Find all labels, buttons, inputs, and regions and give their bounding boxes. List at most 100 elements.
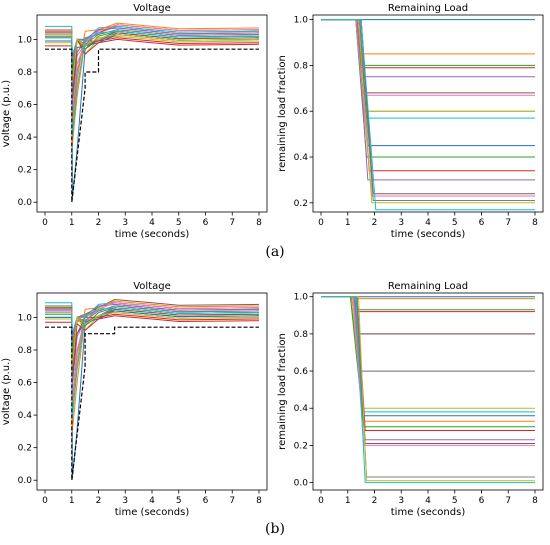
x-tick-label: 1	[69, 496, 75, 506]
y-tick-label: 1.0	[18, 35, 33, 45]
y-axis-label: voltage (p.u.)	[1, 358, 12, 425]
y-tick-label: 0.0	[18, 198, 33, 208]
x-axis-label: time (seconds)	[115, 507, 190, 518]
threshold-line	[45, 48, 259, 203]
x-tick-label: 2	[96, 218, 102, 228]
chart-panel-0: 0 1 2 3 4 5 6 7 8 0.0 0.2 0.4 0.6 0.8 1.0 Voltage time (…	[1, 3, 268, 240]
y-tick-label: 0.8	[294, 61, 309, 71]
x-axis-label: time (seconds)	[115, 229, 190, 240]
chart-panel-3: 0 1 2 3 4 5 6 7 8 0.0 0.2 0.4 0.6 0.8 1.0 Remaining Loa…	[277, 281, 544, 518]
x-tick-label: 1	[345, 496, 351, 506]
x-tick-label: 2	[372, 218, 378, 228]
y-tick-label: 0.4	[294, 153, 309, 163]
series-group	[45, 22, 260, 203]
load-series-line	[321, 19, 535, 55]
x-tick-label: 7	[229, 218, 235, 228]
x-tick-label: 6	[479, 496, 485, 506]
y-tick-label: 0.8	[294, 330, 309, 340]
load-series-line	[321, 19, 535, 158]
x-tick-label: 6	[479, 218, 485, 228]
y-tick-label: 0.4	[18, 133, 33, 143]
chart-title: Remaining Load	[388, 281, 468, 292]
chart-title: Voltage	[133, 3, 171, 14]
y-axis-label: remaining load fraction	[277, 333, 288, 450]
series-group	[45, 298, 260, 481]
y-tick-label: 0.2	[18, 166, 32, 176]
x-tick-label: 3	[122, 218, 128, 228]
y-tick-label: 0.6	[294, 367, 309, 377]
x-tick-label: 5	[176, 496, 182, 506]
y-tick-label: 0.6	[18, 379, 33, 389]
x-tick-label: 4	[149, 218, 155, 228]
y-tick-label: 0.6	[18, 101, 33, 111]
threshold-line	[45, 326, 259, 481]
chart-panel-2: 0 1 2 3 4 5 6 7 8 0.0 0.2 0.4 0.6 0.8 1.0 Voltage time (…	[1, 281, 268, 518]
plot-frame	[312, 14, 544, 213]
x-tick-label: 0	[318, 218, 324, 228]
y-axis-label: remaining load fraction	[277, 55, 288, 172]
chart-title: Remaining Load	[388, 3, 468, 14]
x-tick-label: 5	[452, 218, 458, 228]
x-tick-label: 0	[42, 496, 48, 506]
series-group	[321, 19, 535, 211]
series-group	[321, 296, 535, 484]
load-series-line	[321, 19, 535, 94]
x-tick-label: 7	[505, 218, 511, 228]
load-series-line	[321, 19, 535, 211]
y-tick-label: 0.8	[18, 346, 33, 356]
load-series-line	[321, 19, 535, 201]
plot-frame	[312, 292, 544, 491]
y-tick-label: 0.0	[294, 479, 309, 489]
caption-b: (b)	[265, 521, 285, 537]
x-tick-label: 4	[425, 496, 431, 506]
y-tick-label: 1.0	[294, 293, 309, 303]
x-tick-label: 3	[398, 496, 404, 506]
load-series-line	[321, 19, 535, 181]
voltage-series-line	[45, 30, 260, 138]
load-series-line	[321, 19, 535, 147]
x-tick-label: 2	[96, 496, 102, 506]
x-tick-label: 7	[229, 496, 235, 506]
load-series-line	[321, 296, 535, 409]
y-tick-label: 0.8	[18, 68, 33, 78]
load-series-line	[321, 296, 535, 484]
y-tick-label: 0.0	[18, 476, 33, 486]
x-tick-label: 5	[452, 496, 458, 506]
x-tick-label: 8	[532, 496, 538, 506]
y-tick-label: 0.2	[294, 441, 308, 451]
x-tick-label: 8	[532, 218, 538, 228]
y-tick-label: 0.4	[18, 411, 33, 421]
y-tick-label: 1.0	[18, 313, 33, 323]
y-tick-label: 1.0	[294, 16, 309, 26]
x-axis-label: time (seconds)	[391, 507, 466, 518]
x-tick-label: 3	[122, 496, 128, 506]
y-tick-label: 0.2	[294, 199, 308, 209]
caption-a: (a)	[265, 244, 285, 260]
x-tick-label: 1	[345, 218, 351, 228]
x-tick-label: 8	[256, 496, 262, 506]
x-tick-label: 8	[256, 218, 262, 228]
chart-title: Voltage	[133, 281, 171, 292]
x-tick-label: 4	[149, 496, 155, 506]
y-tick-label: 0.4	[294, 404, 309, 414]
y-tick-label: 0.2	[18, 444, 32, 454]
x-tick-label: 1	[69, 218, 75, 228]
load-series-line	[321, 19, 535, 119]
x-tick-label: 6	[203, 496, 209, 506]
x-tick-label: 5	[176, 218, 182, 228]
chart-panel-1: 0 1 2 3 4 5 6 7 8 0.2 0.4 0.6 0.8 1.0 Remaining Load ti…	[277, 3, 544, 240]
load-series-line	[321, 19, 535, 78]
load-series-line	[321, 19, 535, 195]
x-tick-label: 7	[505, 496, 511, 506]
x-tick-label: 4	[425, 218, 431, 228]
load-series-line	[321, 19, 535, 96]
load-series-line	[321, 19, 535, 158]
load-series-line	[321, 19, 535, 66]
x-tick-label: 3	[398, 218, 404, 228]
load-series-line	[321, 19, 535, 69]
x-tick-label: 2	[372, 496, 378, 506]
x-tick-label: 6	[203, 218, 209, 228]
voltage-series-line	[45, 307, 260, 419]
y-tick-label: 0.6	[294, 107, 309, 117]
